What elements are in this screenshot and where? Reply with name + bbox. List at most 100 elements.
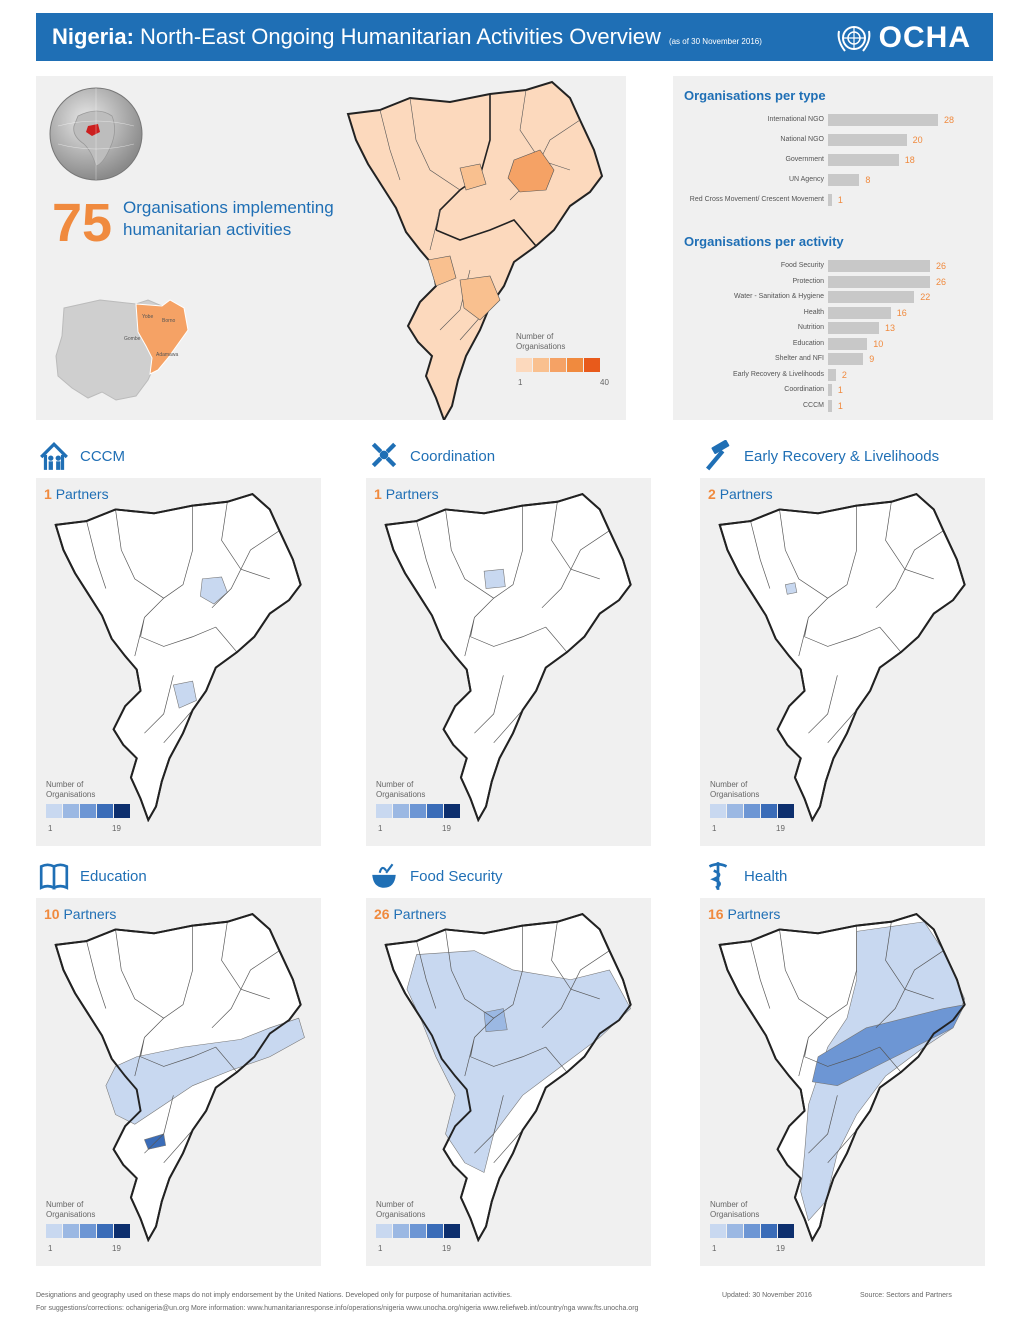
legend-max: 40	[600, 378, 609, 387]
bar	[828, 275, 930, 288]
legend-swatch	[114, 1224, 130, 1238]
legend-swatch	[710, 1224, 726, 1238]
legend-swatch	[393, 804, 409, 818]
legend-swatch	[727, 804, 743, 818]
legend-swatch	[727, 1224, 743, 1238]
bar	[828, 291, 915, 303]
bar-label: International NGO	[767, 116, 824, 123]
bar-row: Education 10	[684, 337, 994, 351]
partners-count: 16 Partners	[708, 906, 780, 922]
partners-count: 1 Partners	[44, 486, 109, 502]
state-label-gombe: Gombe	[124, 336, 141, 342]
partners-label: Partners	[385, 486, 439, 502]
bar-value: 2	[841, 369, 847, 380]
sector-name: Food Security	[410, 867, 503, 885]
sector-header: Early Recovery & Livelihoods	[700, 440, 939, 472]
bar-row: Protection 26	[684, 275, 994, 289]
state-label-borno: Borno	[162, 318, 176, 324]
sector-name: Health	[744, 867, 788, 885]
un-emblem-icon	[837, 26, 871, 52]
bar-label: UN Agency	[788, 176, 824, 183]
org-activity-title: Organisations per activity	[684, 234, 844, 249]
partners-label: Partners	[55, 486, 109, 502]
map-district-fill	[406, 950, 632, 1173]
bar-row: Water - Sanitation & Hygiene 22	[684, 291, 994, 304]
north-east-overview-map	[346, 80, 604, 420]
sector-legend: Number of Organisations 1 19	[46, 1200, 136, 1254]
legend-swatch	[761, 804, 777, 818]
legend-color-scale	[46, 804, 136, 818]
map-district-fill	[173, 680, 197, 709]
bar-label: CCCM	[803, 401, 824, 409]
footer-source: Source: Sectors and Partners	[860, 1292, 952, 1299]
legend-color-scale	[376, 804, 466, 818]
sector-header: Coordination	[366, 440, 495, 472]
legend-swatch	[46, 1224, 62, 1238]
bar-row: International NGO 28	[684, 114, 994, 127]
legend-swatch	[427, 804, 443, 818]
legend-swatch	[744, 1224, 760, 1238]
legend-title: Number of Organisations	[710, 780, 760, 799]
sector-name: Education	[80, 867, 147, 885]
legend-swatch	[710, 804, 726, 818]
map-district-fill	[200, 576, 228, 605]
sector-district-map	[54, 492, 302, 822]
legend-min: 1	[378, 824, 383, 833]
legend-swatch	[567, 358, 583, 372]
bar-label: Water - Sanitation & Hygiene	[733, 293, 824, 300]
legend-swatch	[376, 804, 392, 818]
bar-label: Red Cross Movement/ Crescent Movement	[689, 196, 824, 203]
legend-title: Number of Organisations	[376, 780, 426, 799]
bar	[828, 353, 864, 365]
legend-max: 19	[776, 824, 785, 833]
hammer-icon	[706, 440, 730, 471]
bar-row: Government 18	[684, 154, 994, 167]
partners-count: 10 Partners	[44, 906, 116, 922]
bar	[828, 322, 879, 334]
map-district-fill	[784, 582, 798, 595]
sector-header: Health	[700, 860, 787, 892]
page-title: Nigeria: North-East Ongoing Humanitarian…	[52, 24, 762, 49]
bar-row: UN Agency 8	[684, 174, 994, 187]
bar	[828, 260, 930, 272]
legend-min: 1	[518, 378, 523, 387]
legend-swatch	[444, 804, 460, 818]
bar	[828, 154, 899, 166]
bar-value: 10	[873, 338, 884, 349]
sector-header: Food Security	[366, 860, 503, 892]
sector-legend: Number of Organisations 1 19	[46, 780, 136, 834]
organisation-count: 75	[52, 193, 113, 253]
legend-min: 1	[712, 824, 717, 833]
legend-title: Number of Organisations	[46, 1200, 96, 1219]
partners-label: Partners	[727, 906, 781, 922]
legend-swatch	[533, 358, 549, 372]
legend-max: 19	[776, 1244, 785, 1253]
sector-legend: Number of Organisations 1 19	[710, 1200, 800, 1254]
sector-legend: Number of Organisations 1 19	[376, 1200, 466, 1254]
legend-swatch	[393, 1224, 409, 1238]
bar-label: Coordination	[784, 386, 824, 393]
legend-swatch	[80, 804, 96, 818]
bar-row: Red Cross Movement/ Crescent Movement 1	[684, 194, 994, 207]
map-district-fill	[483, 568, 506, 589]
bar-value: 13	[885, 323, 896, 333]
org-activity-bar-chart: Food Security 26 Protection 26 Water - Sanit…	[684, 260, 994, 420]
legend-color-scale	[376, 1224, 466, 1238]
legend-swatch	[778, 804, 794, 818]
sector-header: CCCM	[36, 440, 125, 472]
legend-swatch	[427, 1224, 443, 1238]
legend-swatch	[584, 358, 600, 372]
bar	[828, 114, 938, 126]
bar	[828, 399, 832, 412]
bar-row: Nutrition 13	[684, 322, 994, 335]
legend-min: 1	[712, 1244, 717, 1253]
bar-value: 22	[920, 292, 931, 302]
bar-row: CCCM 1	[684, 399, 994, 413]
map-district-fill	[144, 1133, 166, 1150]
sector-name: Coordination	[410, 447, 496, 465]
footer-updated: Updated: 30 November 2016	[722, 1292, 812, 1299]
legend-min: 1	[48, 824, 53, 833]
bar-value: 9	[869, 354, 875, 364]
bar-value: 18	[904, 155, 915, 165]
legend-swatch	[63, 1224, 79, 1238]
